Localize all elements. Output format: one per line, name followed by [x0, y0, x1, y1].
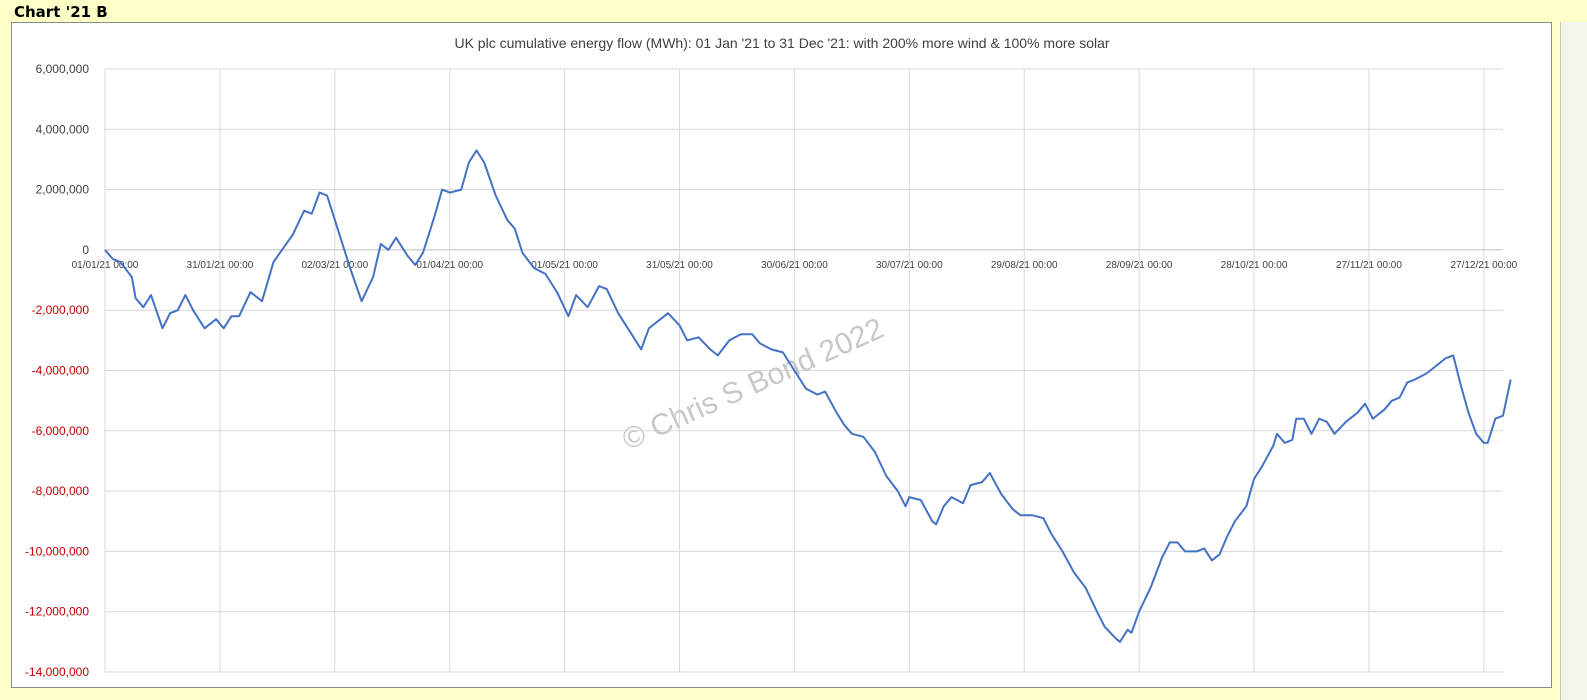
- y-tick-label: -6,000,000: [32, 424, 90, 438]
- series-layer: [104, 149, 1512, 643]
- x-tick-label: 01/04/21 00:00: [416, 260, 483, 271]
- svg-text:© Chris S Bond 2022: © Chris S Bond 2022: [617, 312, 888, 457]
- chart-title: UK plc cumulative energy flow (MWh): 01 …: [454, 35, 1109, 51]
- y-tick-label: -8,000,000: [32, 484, 90, 498]
- x-tick-label: 30/07/21 00:00: [876, 260, 943, 271]
- series-line-0: [104, 149, 1512, 643]
- x-tick-label: 01/01/21 00:00: [72, 260, 139, 271]
- x-tick-label: 30/06/21 00:00: [761, 260, 828, 271]
- x-tick-label: 27/11/21 00:00: [1336, 260, 1402, 271]
- sheet-heading: Chart '21 B: [14, 3, 108, 21]
- x-tick-label: 31/05/21 00:00: [646, 260, 713, 271]
- chart-area[interactable]: 6,000,000 4,000,000 2,000,000 0 -2,000,000 -4…: [11, 22, 1552, 688]
- x-tick-label: 28/10/21 00:00: [1221, 260, 1288, 271]
- chart-svg: 6,000,000 4,000,000 2,000,000 0 -2,000,000 -4…: [25, 35, 1518, 679]
- y-tick-label: 2,000,000: [36, 183, 90, 197]
- x-tick-label: 29/08/21 00:00: [991, 260, 1058, 271]
- y-tick-label: -10,000,000: [25, 544, 89, 558]
- x-tick-label: 28/09/21 00:00: [1106, 260, 1173, 271]
- x-axis-tick-labels: 01/01/21 00:00 31/01/21 00:00 02/03/21 00:…: [72, 260, 1518, 271]
- x-tick-label: 27/12/21 00:00: [1450, 260, 1517, 271]
- y-tick-label: 0: [82, 243, 89, 257]
- y-tick-label: -2,000,000: [32, 303, 90, 317]
- y-tick-label: -12,000,000: [25, 605, 89, 619]
- x-tick-label: 31/01/21 00:00: [187, 260, 254, 271]
- y-tick-label: -14,000,000: [25, 665, 89, 679]
- y-tick-label: -4,000,000: [32, 364, 90, 378]
- x-tick-label: 01/05/21 00:00: [531, 260, 598, 271]
- y-tick-label: 6,000,000: [36, 62, 90, 76]
- y-tick-label: 4,000,000: [36, 122, 90, 136]
- x-tick-label: 02/03/21 00:00: [301, 260, 368, 271]
- watermark: © Chris S Bond 2022: [617, 312, 888, 457]
- sheet-edge: [1560, 22, 1587, 700]
- y-axis-tick-labels: 6,000,000 4,000,000 2,000,000 0 -2,000,000 -4…: [25, 62, 89, 679]
